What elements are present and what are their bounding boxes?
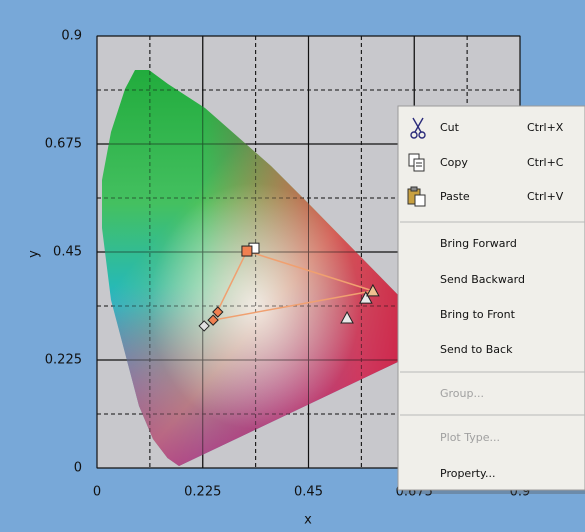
diamond-marker bbox=[198, 320, 210, 332]
menu-item[interactable]: Property... bbox=[400, 459, 584, 489]
menu-item-shortcut: Ctrl+V bbox=[527, 190, 564, 203]
menu-item-label: Paste bbox=[440, 190, 470, 203]
triangle-marker bbox=[340, 310, 354, 324]
y-tick-label: 0.9 bbox=[61, 29, 82, 44]
menu-item-label: Send Backward bbox=[440, 273, 525, 286]
menu-item[interactable]: Paste Ctrl+V bbox=[400, 182, 584, 212]
x-tick-label: 0.45 bbox=[294, 485, 323, 500]
x-tick-label: 0.225 bbox=[184, 485, 221, 500]
y-tick-label: 0.675 bbox=[45, 137, 82, 152]
menu-item[interactable]: Send Backward bbox=[400, 265, 584, 295]
paste-icon bbox=[407, 186, 426, 207]
menu-item[interactable]: Copy Ctrl+C bbox=[400, 148, 584, 178]
menu-item-label: Group... bbox=[440, 387, 484, 400]
menu-item: Group... bbox=[400, 379, 584, 409]
menu-item-hitbox bbox=[400, 379, 584, 409]
y-tick-label: 0.225 bbox=[45, 353, 82, 368]
context-menu: Cut Ctrl+X Copy Ctrl+C Paste Ctrl+V Bring Forw… bbox=[397, 105, 585, 494]
triangle-marker bbox=[366, 283, 380, 297]
menu-panel bbox=[397, 105, 585, 491]
menu-item-label: Property... bbox=[440, 467, 495, 480]
menu-item-label: Cut bbox=[440, 121, 460, 134]
menu-item-label: Bring Forward bbox=[440, 237, 517, 250]
y-tick-label: 0 bbox=[74, 461, 82, 476]
y-tick-label: 0.45 bbox=[53, 245, 82, 260]
copy-icon bbox=[408, 153, 425, 172]
menu-item[interactable]: Bring Forward bbox=[400, 229, 584, 259]
menu-item[interactable]: Cut Ctrl+X bbox=[400, 113, 584, 143]
gamut-line bbox=[211, 250, 374, 322]
menu-item-shortcut: Ctrl+X bbox=[527, 121, 564, 134]
x-tick-label: 0 bbox=[93, 485, 101, 500]
square-marker bbox=[241, 245, 253, 257]
menu-item-label: Bring to Front bbox=[440, 308, 516, 321]
y-axis-label: y bbox=[27, 250, 42, 258]
menu-item-label: Send to Back bbox=[440, 343, 513, 356]
x-axis-label: x bbox=[304, 513, 312, 528]
menu-item-label: Plot Type... bbox=[440, 431, 500, 444]
data-marks bbox=[198, 242, 380, 332]
menu-item-label: Copy bbox=[440, 156, 468, 169]
menu-item[interactable]: Send to Back bbox=[400, 335, 584, 365]
menu-item: Plot Type... bbox=[440, 431, 500, 444]
menu-item[interactable]: Bring to Front bbox=[400, 300, 584, 330]
diamond-marker bbox=[212, 306, 224, 318]
triangle-marker bbox=[358, 291, 373, 304]
diamond-marker bbox=[207, 314, 219, 326]
menu-item-shortcut: Ctrl+C bbox=[527, 156, 564, 169]
cut-icon bbox=[410, 117, 426, 139]
